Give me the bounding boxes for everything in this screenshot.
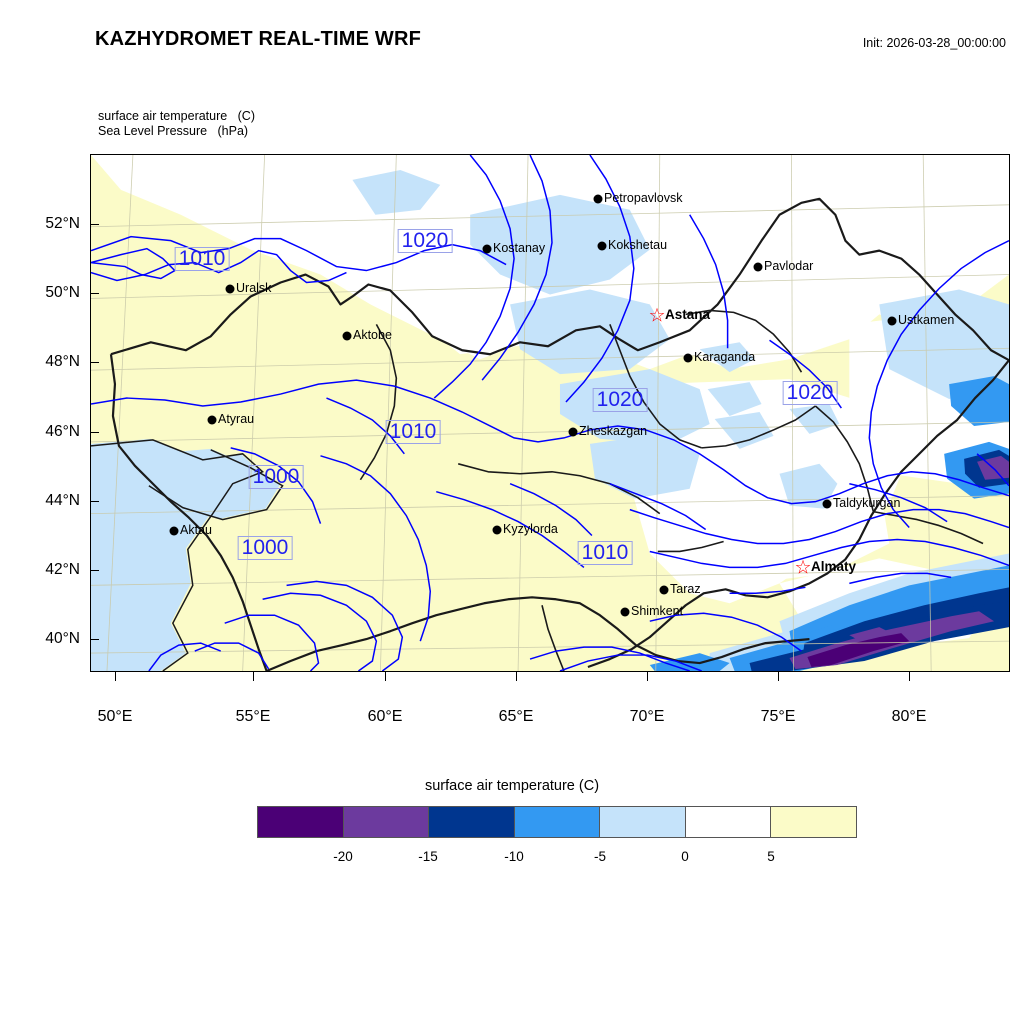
city-dot — [225, 284, 235, 294]
x-tick-mark — [647, 672, 648, 681]
y-tick-label: 42°N — [45, 561, 80, 578]
city-label: Atyrau — [218, 412, 255, 426]
temp-band-below-minus20 — [807, 633, 910, 668]
colorbar-tick-label: -5 — [593, 849, 607, 864]
city-label: Pavlodar — [764, 259, 814, 273]
city-label: Kokshetau — [608, 238, 668, 252]
isobar-label-1000-s: 1000 — [237, 536, 293, 560]
x-tick-label: 50°E — [97, 708, 133, 725]
field-subtitle: surface air temperature (C) Sea Level Pr… — [98, 109, 255, 139]
city-label: Almaty — [811, 559, 857, 574]
map-canvas — [91, 155, 1009, 671]
city-label: Taldykurgan — [833, 496, 901, 510]
isobar-label-1010-nw: 1010 — [174, 247, 230, 271]
colorbar-swatch-3 — [514, 807, 601, 837]
colorbar-tick-label: 5 — [767, 849, 775, 864]
isobar-label-1010-s: 1010 — [577, 541, 633, 565]
city-label: Ustkamen — [898, 313, 955, 327]
isobar-label-1020-e: 1020 — [782, 381, 838, 405]
colorbar[interactable] — [257, 806, 857, 838]
y-tick-mark — [90, 224, 99, 225]
city-dot — [568, 427, 578, 437]
init-timestamp: Init: 2026-03-28_00:00:00 — [862, 36, 1006, 50]
x-tick-mark — [115, 672, 116, 681]
y-tick-label: 46°N — [45, 423, 80, 440]
city-dot — [620, 607, 630, 617]
x-tick-mark — [253, 672, 254, 681]
city-dot — [342, 331, 352, 341]
y-tick-label: 52°N — [45, 215, 80, 232]
city-dot — [753, 262, 763, 272]
page-title: KAZHYDROMET REAL-TIME WRF — [95, 28, 422, 50]
x-tick-label: 70°E — [629, 708, 665, 725]
x-tick-label: 80°E — [891, 708, 927, 725]
x-tick-mark — [385, 672, 386, 681]
city-dot — [207, 415, 217, 425]
city-label: Petropavlovsk — [604, 191, 683, 205]
capital-star-icon: ☆ — [648, 305, 666, 327]
city-label: Aktau — [180, 523, 212, 537]
city-dot — [492, 525, 502, 535]
city-dot — [482, 244, 492, 254]
city-label: Uralsk — [236, 281, 272, 295]
isobar-label-1010-c: 1010 — [385, 420, 441, 444]
city-label: Taraz — [670, 582, 701, 596]
city-label: Kyzylorda — [503, 522, 558, 536]
admin-borders — [109, 197, 1009, 671]
y-tick-mark — [90, 501, 99, 502]
x-tick-label: 75°E — [760, 708, 796, 725]
colorbar-swatch-6 — [771, 807, 857, 837]
colorbar-tick-label: -20 — [333, 849, 353, 864]
x-tick-mark — [778, 672, 779, 681]
isobar-label-1020-c: 1020 — [592, 388, 648, 412]
isobar-label-1020-n: 1020 — [397, 229, 453, 253]
y-tick-mark — [90, 570, 99, 571]
colorbar-swatch-0 — [258, 807, 344, 837]
x-tick-label: 65°E — [498, 708, 534, 725]
colorbar-tick-label: -15 — [418, 849, 438, 864]
city-dot — [593, 194, 603, 204]
graticule — [91, 155, 1009, 671]
city-label: Astana — [665, 307, 711, 322]
colorbar-swatch-1 — [343, 807, 430, 837]
city-label: Kostanay — [493, 241, 546, 255]
coastlines — [91, 439, 284, 671]
y-tick-mark — [90, 432, 99, 433]
x-tick-mark — [909, 672, 910, 681]
city-label: Aktobe — [353, 328, 392, 342]
city-dot — [822, 499, 832, 509]
x-tick-mark — [516, 672, 517, 681]
isobar-contours — [91, 155, 1009, 671]
city-dot — [169, 526, 179, 536]
isobar-label-1000-n: 1000 — [248, 465, 304, 489]
colorbar-swatch-4 — [600, 807, 686, 837]
subtitle-line-pressure: Sea Level Pressure (hPa) — [98, 124, 249, 138]
city-dot — [597, 241, 607, 251]
y-tick-mark — [90, 639, 99, 640]
colorbar-tick-label: 0 — [681, 849, 689, 864]
x-tick-label: 60°E — [367, 708, 403, 725]
y-tick-mark — [90, 293, 99, 294]
x-tick-label: 55°E — [235, 708, 271, 725]
y-tick-label: 40°N — [45, 630, 80, 647]
map-plot-area[interactable]: Petropavlovsk Kostanay Kokshetau Pavloda… — [90, 154, 1010, 672]
city-dot — [659, 585, 669, 595]
city-dot — [887, 316, 897, 326]
capital-star-icon: ☆ — [794, 557, 812, 579]
city-label: Shimkent — [631, 604, 684, 618]
colorbar-swatch-2 — [429, 807, 515, 837]
colorbar-swatch-5 — [685, 807, 772, 837]
y-tick-label: 50°N — [45, 284, 80, 301]
subtitle-line-temperature: surface air temperature (C) — [98, 109, 255, 123]
y-axis: 52°N 50°N 48°N 46°N 44°N 42°N 40°N — [0, 0, 80, 1024]
y-tick-label: 48°N — [45, 353, 80, 370]
colorbar-title: surface air temperature (C) — [424, 778, 600, 794]
colorbar-tick-label: -10 — [504, 849, 524, 864]
y-tick-label: 44°N — [45, 492, 80, 509]
city-dot — [683, 353, 693, 363]
y-tick-mark — [90, 362, 99, 363]
city-label: Zheskazgan — [579, 424, 648, 438]
city-label: Karaganda — [694, 350, 756, 364]
